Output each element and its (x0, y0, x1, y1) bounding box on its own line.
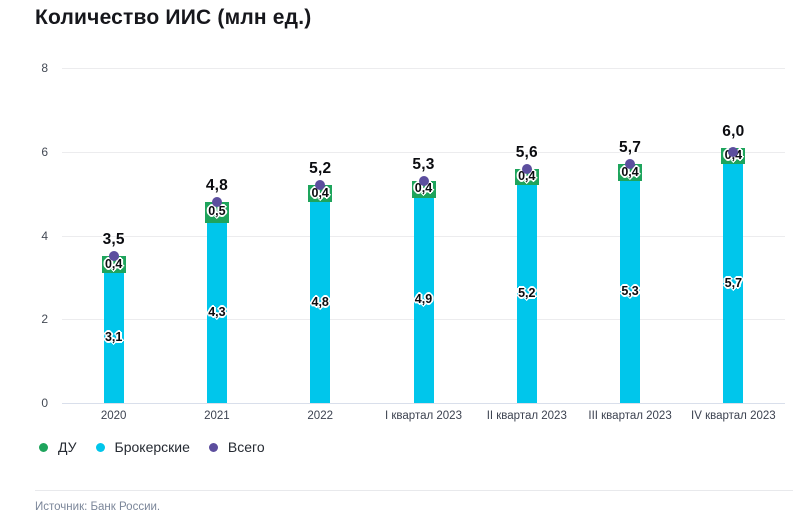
y-axis-tick-label: 4 (41, 228, 48, 243)
x-axis-category-label: 2021 (204, 410, 230, 422)
bar-value-brokerskie: 5,7 (724, 275, 743, 290)
total-dot-icon (728, 146, 739, 157)
bar-value-brokerskie: 3,1 (104, 330, 123, 345)
bar-segment-du (101, 256, 126, 274)
total-dot-icon (521, 163, 532, 174)
footer-divider (35, 490, 793, 491)
cyan-dot-icon (95, 442, 105, 452)
bar-value-du: 0,4 (621, 164, 639, 179)
bar-segment-du (308, 185, 333, 202)
x-axis-category-label: III квартал 2023 (588, 410, 672, 422)
x-axis-category-label: I квартал 2023 (385, 410, 462, 422)
bar-value-du: 0,4 (104, 256, 123, 271)
source-note: Источник: Банк России. (35, 501, 161, 513)
total-value-label: 3,5 (102, 231, 125, 249)
bar-segment-brokerskie (620, 181, 641, 403)
bar-value-du: 0,5 (208, 204, 226, 219)
green-dot-icon (39, 442, 48, 452)
total-value-label: 6,0 (722, 122, 745, 140)
chart-legend: ДУ Брокерские Всего (39, 439, 265, 455)
bar-segment-du (618, 164, 643, 182)
bar-value-du: 0,4 (414, 181, 433, 196)
legend-label: Брокерские (114, 439, 190, 455)
legend-label: ДУ (58, 439, 77, 455)
y-axis-tick-label: 2 (41, 312, 48, 327)
bar-value-brokerskie: 4,8 (311, 294, 329, 309)
total-dot-icon (211, 197, 222, 207)
purple-dot-icon (208, 442, 218, 452)
legend-item-du: ДУ (39, 439, 77, 455)
y-axis-tick-label: 6 (41, 144, 48, 159)
gridline (62, 151, 785, 153)
y-axis-tick-label: 8 (41, 61, 48, 75)
x-axis-baseline (62, 403, 785, 404)
total-value-label: 5,7 (618, 139, 642, 157)
total-value-label: 5,2 (309, 160, 332, 178)
bar-value-brokerskie: 4,9 (414, 292, 433, 307)
legend-item-brokerskie: Брокерские (95, 439, 190, 455)
x-axis-category-label: 2022 (307, 410, 333, 422)
bar-value-brokerskie: 5,2 (518, 286, 536, 301)
x-axis-category-label: II квартал 2023 (486, 410, 567, 422)
total-dot-icon (418, 176, 429, 187)
bar-segment-brokerskie (413, 197, 434, 403)
total-value-label: 5,3 (412, 156, 435, 174)
bar-value-brokerskie: 5,3 (621, 284, 639, 299)
gridline (62, 68, 785, 69)
bar-segment-brokerskie (723, 164, 744, 403)
total-value-label: 5,6 (515, 143, 538, 161)
legend-label: Всего (227, 439, 265, 455)
total-dot-icon (315, 180, 326, 191)
page-title: Количество ИИС (млн ед.) (35, 6, 312, 29)
legend-item-vsego: Всего (208, 439, 265, 455)
bar-segment-brokerskie (103, 273, 124, 403)
bar-segment-brokerskie (206, 222, 227, 403)
x-axis-category-label: IV квартал 2023 (691, 410, 776, 422)
bar-segment-brokerskie (310, 202, 331, 403)
total-value-label: 4,8 (205, 177, 228, 194)
bar-segment-brokerskie (516, 185, 537, 403)
total-dot-icon (108, 251, 119, 262)
bar-value-du: 0,4 (311, 185, 329, 200)
bar-segment-du (514, 168, 539, 186)
y-axis-tick-label: 0 (41, 396, 48, 410)
bar-segment-du (411, 181, 436, 198)
bar-segment-du (204, 202, 229, 223)
bar-value-brokerskie: 4,3 (208, 304, 226, 319)
x-axis-category-label: 2020 (100, 410, 127, 422)
total-dot-icon (625, 159, 636, 170)
